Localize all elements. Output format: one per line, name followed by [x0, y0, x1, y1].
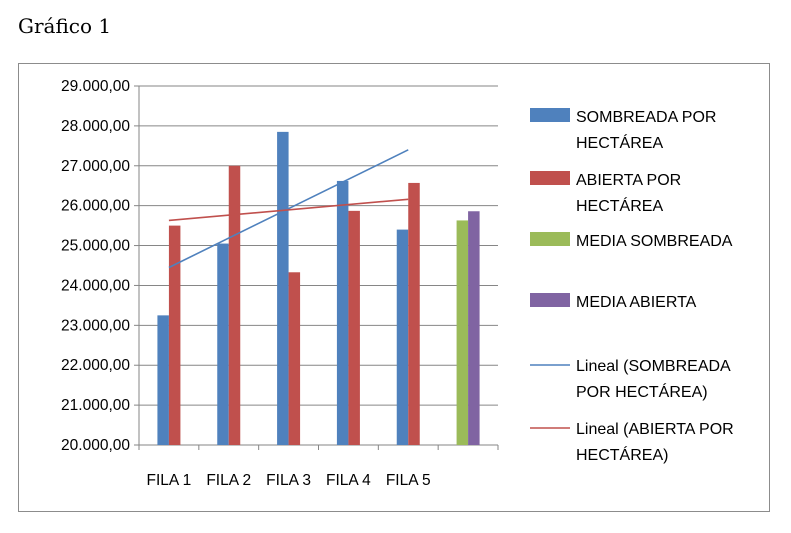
y-tick-label: 20.000,00 [61, 437, 130, 454]
legend-label: HECTÁREA [576, 196, 663, 215]
bar [396, 229, 409, 445]
legend-label: MEDIA ABIERTA [576, 294, 697, 311]
trendline [168, 198, 409, 222]
bar [277, 131, 289, 445]
bar [228, 165, 241, 445]
bar [157, 315, 169, 445]
legend-label: MEDIA SOMBREADA [576, 233, 733, 250]
y-tick-label: 21.000,00 [61, 397, 130, 414]
bar [468, 211, 480, 445]
bar [168, 225, 181, 445]
bars [157, 131, 480, 446]
legend-swatch [530, 232, 570, 246]
legend-swatch [530, 171, 570, 185]
x-tick-label: FILA 5 [386, 472, 431, 489]
legend-label: SOMBREADA POR [576, 109, 716, 126]
tick-labels: 20.000,00 21.000,00 22.000,00 23.000,00 24.0… [61, 78, 431, 489]
bar [348, 210, 360, 445]
bar [456, 220, 469, 445]
bar [408, 182, 420, 445]
chart-frame [18, 63, 770, 512]
axes [134, 85, 499, 450]
y-tick-label: 29.000,00 [61, 78, 130, 95]
y-tick-label: 22.000,00 [61, 357, 130, 374]
x-tick-label: FILA 1 [147, 472, 192, 489]
legend-label: HECTÁREA [576, 133, 663, 152]
legend: SOMBREADA POR HECTÁREA ABIERTA POR HECTÁREA… [530, 108, 734, 464]
legend-label: Lineal (ABIERTA POR [576, 421, 734, 438]
trendline [168, 149, 409, 269]
trendlines [168, 149, 409, 269]
y-tick-label: 24.000,00 [61, 277, 130, 294]
y-tick-label: 27.000,00 [61, 158, 130, 175]
gridlines [139, 85, 498, 406]
y-tick-label: 26.000,00 [61, 198, 130, 215]
x-tick-label: FILA 2 [206, 472, 251, 489]
y-tick-label: 28.000,00 [61, 118, 130, 135]
y-tick-label: 23.000,00 [61, 317, 130, 334]
legend-swatch [530, 108, 570, 122]
legend-label: HECTÁREA) [576, 445, 668, 464]
y-tick-label: 25.000,00 [61, 238, 130, 255]
chart-caption: Gráfico 1 [18, 14, 112, 38]
bar [336, 180, 349, 446]
legend-label: POR HECTÁREA) [576, 382, 708, 401]
x-tick-label: FILA 3 [266, 472, 311, 489]
legend-label: Lineal (SOMBREADA [576, 358, 731, 375]
legend-swatch [530, 293, 570, 307]
bar [288, 272, 301, 445]
x-tick-label: FILA 4 [326, 472, 371, 489]
legend-label: ABIERTA POR [576, 172, 681, 189]
bar [217, 243, 229, 445]
